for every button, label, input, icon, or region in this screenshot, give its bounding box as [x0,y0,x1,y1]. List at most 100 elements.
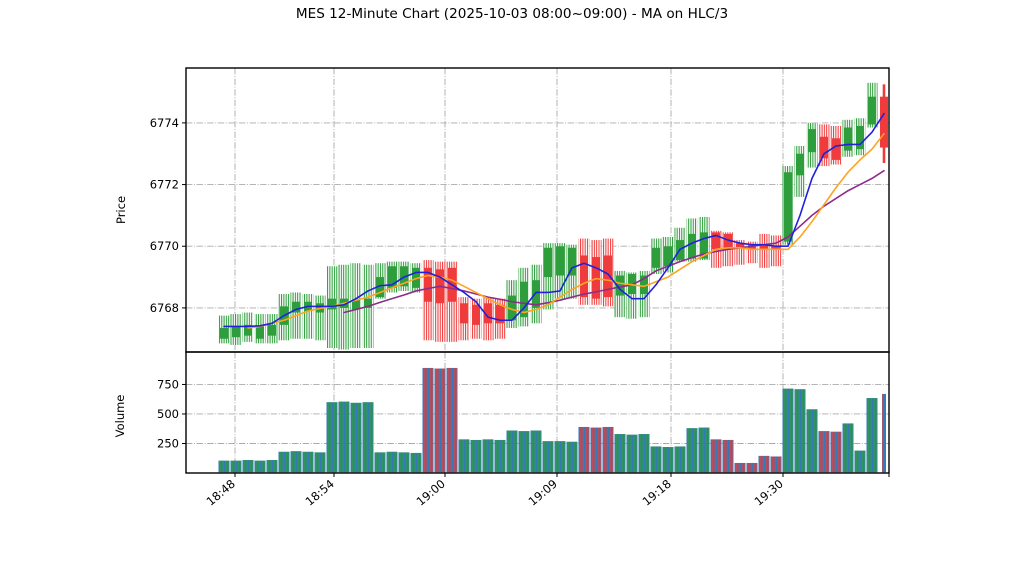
candle-body [712,232,720,250]
candle-body [268,324,276,336]
volume-bar [362,402,374,473]
time-tick-label: 19:00 [414,477,448,509]
candle-body [640,275,648,295]
volume-bar [626,434,638,473]
volume-bar [266,460,278,473]
volume-bar [446,367,458,473]
volume-bar [410,452,422,473]
volume-bar [818,431,830,473]
volume-bar [602,426,614,473]
volume-bar [882,393,886,473]
volume-bar [314,452,326,473]
volume-bar [434,368,446,473]
candle-body [328,298,336,310]
volume-bar [338,401,350,473]
candle-range [302,294,314,339]
candle-body [544,247,552,278]
tick-marks-layer [182,122,890,477]
time-tick-label: 19:30 [752,477,786,509]
volume-bar [674,446,686,473]
candle-body [232,326,240,338]
volume-axis-label: Volume [113,395,127,438]
volume-bar [422,367,434,473]
volume-bar [494,439,506,473]
volume-bar [614,434,626,473]
price-tick-label: 6772 [150,178,179,192]
volume-bar [662,447,674,473]
candle-body [880,96,888,148]
candle-range [770,235,782,267]
candle-body [580,255,588,298]
volume-bar [254,460,266,473]
volume-bar [842,423,854,473]
volume-bar [734,462,746,473]
candle-body [532,280,540,308]
volume-bar [506,430,518,473]
candle-body [568,247,576,276]
candle-body [460,303,468,324]
volume-bar [278,451,290,473]
candle-body [496,304,504,324]
candle-body [424,267,432,302]
candle-body [556,246,564,276]
candle-range [734,240,746,265]
candle-body [388,266,396,288]
candle-body [796,153,804,176]
volume-bar [638,434,650,473]
volume-bar [782,388,794,473]
volume-bar [542,441,554,473]
candle-body [856,125,864,150]
volume-bar [374,452,386,473]
candle-body [244,324,252,336]
volume-panel-spine [185,351,890,474]
time-tick-label: 19:09 [526,477,560,509]
time-tick-label: 18:48 [204,477,238,509]
candle-body [664,246,672,267]
price-axis-label: Price [114,196,128,224]
volume-bar [326,402,338,473]
candle-body [772,246,780,250]
volume-bar [650,446,662,473]
candle-range [746,241,758,264]
candle-range [314,295,326,341]
candle-body [868,96,876,125]
candle-body [736,243,744,248]
volume-bar [686,428,698,473]
candle-range [626,272,638,319]
candle-body [292,301,300,313]
volume-bar [770,456,782,473]
volume-tick-label: 500 [157,407,179,421]
volume-bar [482,439,494,473]
volume-bar [290,451,302,473]
plot-layers: 6768 6770 6772 6774 250 500 750 18:48 18:54 19:00… [150,67,890,509]
candle-body [364,298,372,308]
volume-bar [350,402,362,473]
candle-body [760,244,768,250]
candle-body [256,326,264,339]
candle-body [352,300,360,310]
volume-bar [698,427,710,473]
volume-bar [758,455,770,473]
volume-bar [806,409,818,473]
candle-body [484,303,492,324]
volume-bar [218,460,230,473]
time-tick-label: 18:54 [303,477,337,509]
volume-bar [866,398,878,473]
volume-bar [302,451,314,473]
chart-title: MES 12-Minute Chart (2025-10-03 08:00~09… [296,6,728,22]
ma-line-ma-fast [223,112,885,328]
volume-bar [566,441,578,473]
candle-body [472,304,480,325]
volume-bar [830,431,842,473]
time-tick-label: 19:18 [640,477,674,509]
price-tick-label: 6770 [150,239,179,253]
candle-body [220,327,228,339]
volume-bar [794,389,806,473]
volume-bar [470,439,482,473]
candle-range [758,233,770,268]
candle-body [808,129,816,153]
volume-bar [458,439,470,473]
candle-body [604,255,612,298]
volume-bar [554,441,566,473]
